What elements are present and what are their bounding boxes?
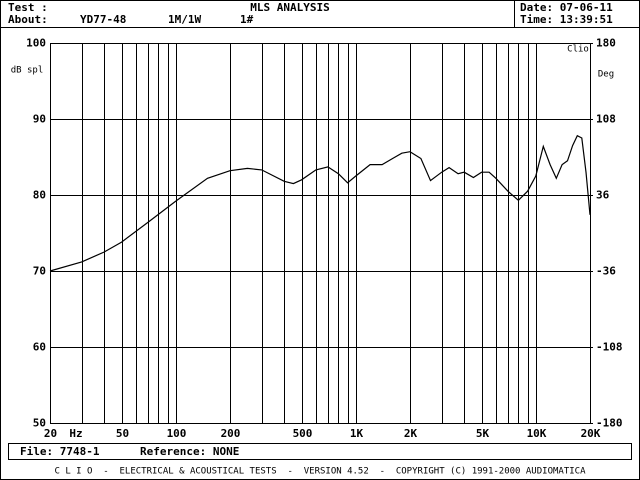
footer: C L I O - ELECTRICAL & ACOUSTICAL TESTS … — [54, 467, 586, 477]
about-field: YD77-48 — [80, 13, 126, 26]
y2-tick-label: -180 — [596, 417, 623, 430]
y2-tick-label: -108 — [596, 341, 623, 354]
y-tick-label: 50 — [33, 417, 46, 430]
y-axis-label: dB spl — [11, 66, 44, 76]
reference: Reference: NONE — [140, 445, 239, 458]
y2-tick-label: 36 — [596, 189, 610, 202]
y-tick-label: 100 — [26, 37, 46, 50]
file-box — [8, 443, 632, 460]
clio-badge: Clio — [567, 45, 589, 55]
x-tick-label: 2K — [404, 427, 418, 440]
test-label: Test : — [8, 1, 48, 14]
date: Date: 07-06-11 — [520, 1, 613, 14]
x-tick-label: 100 — [167, 427, 187, 440]
y2-tick-label: 108 — [596, 113, 616, 126]
y-tick-label: 60 — [33, 341, 46, 354]
y-tick-label: 70 — [33, 265, 46, 278]
x-tick-label: 500 — [293, 427, 313, 440]
plot-frame — [50, 43, 591, 424]
x-tick-label: 20 — [44, 427, 57, 440]
about-label: About: — [8, 13, 48, 26]
about-field: 1# — [240, 13, 254, 26]
time: Time: 13:39:51 — [520, 13, 613, 26]
analysis-title: MLS ANALYSIS — [250, 1, 329, 14]
file-name: File: 7748-1 — [20, 445, 100, 458]
x-tick-label: 50 — [116, 427, 129, 440]
x-tick-label: 20K — [581, 427, 601, 440]
x-tick-label: 200 — [221, 427, 241, 440]
x-tick-label: 5K — [476, 427, 490, 440]
x-unit-label: Hz — [69, 427, 82, 440]
y2-tick-label: 180 — [596, 37, 616, 50]
x-tick-label: 1K — [350, 427, 364, 440]
badge-bg — [568, 44, 589, 54]
y-tick-label: 90 — [33, 113, 46, 126]
about-field: 1M/1W — [168, 13, 201, 26]
response-curve — [49, 134, 591, 272]
x-tick-label: 10K — [527, 427, 547, 440]
y-tick-label: 80 — [33, 189, 46, 202]
y2-axis-label: Deg — [598, 70, 614, 80]
y2-tick-label: -36 — [596, 265, 616, 278]
